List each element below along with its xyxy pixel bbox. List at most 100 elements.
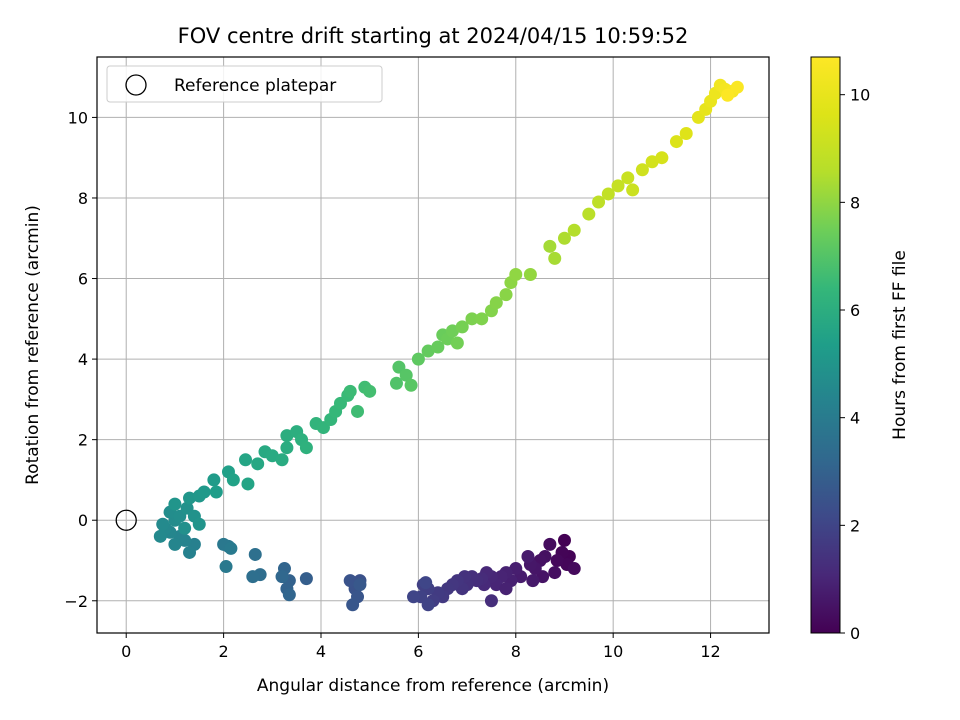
y-tick-label: 6 [78,270,88,289]
legend-box [106,65,383,103]
x-tick-label: 8 [511,642,521,661]
legend-marker-icon [125,74,147,96]
x-axis-ticks: 0 2 4 6 8 10 12 [121,633,721,661]
y-tick-label: 2 [78,431,88,450]
data-point [567,223,581,237]
data-point [197,485,211,499]
colorbar: 0 2 4 6 8 10 Hours from first FF file [810,56,910,643]
y-tick-label: 8 [78,189,88,208]
data-point [523,268,537,282]
data-point [399,368,413,382]
y-tick-label: 10 [68,108,88,127]
data-point [431,340,445,354]
data-point [353,578,367,592]
data-point [543,537,557,551]
legend: Reference platepar [106,65,383,103]
x-tick-label: 0 [121,642,131,661]
reference-marker [115,509,137,531]
data-point [557,533,571,547]
x-tick-label: 4 [316,642,326,661]
y-tick-label: 0 [78,511,88,530]
data-point [421,598,435,612]
data-point [183,491,197,505]
data-point [251,457,265,471]
data-point [465,312,479,326]
data-point [419,576,433,590]
data-point [548,251,562,265]
colorbar-gradient [810,56,841,634]
data-point [363,384,377,398]
data-point [343,574,357,588]
data-point [209,485,223,499]
data-point [280,429,294,443]
x-tick-label: 12 [700,642,720,661]
data-point [499,288,513,302]
data-point [207,473,221,487]
data-point [655,151,669,165]
data-point [421,344,435,358]
data-point [343,384,357,398]
x-tick-label: 6 [413,642,423,661]
data-point [168,537,182,551]
data-point [669,135,683,149]
data-point [299,441,313,455]
x-tick-label: 2 [219,642,229,661]
data-point [621,171,635,185]
data-point [241,477,255,491]
colorbar-tick-label: 8 [850,193,860,212]
data-point [499,582,513,596]
x-tick-label: 10 [603,642,623,661]
legend-entry-reference: Reference platepar [174,76,336,96]
data-point [445,324,459,338]
data-point [592,195,606,209]
y-axis-label: Rotation from reference (arcmin) [23,205,43,485]
plot-area: 0 2 4 6 8 10 12 −2 0 2 4 6 8 10 [64,56,770,661]
data-point [224,541,238,555]
chart-title: FOV centre drift starting at 2024/04/15 … [178,24,689,48]
data-point [679,127,693,141]
colorbar-label: Hours from first FF file [890,250,910,440]
data-point [178,521,192,535]
data-point [484,594,498,608]
data-point [275,453,289,467]
data-point [626,183,640,197]
data-point [265,449,279,463]
colorbar-tick-label: 0 [850,624,860,643]
grid-lines [97,57,769,633]
x-axis-label: Angular distance from reference (arcmin) [257,676,609,696]
data-point [455,320,469,334]
data-point [282,588,296,602]
scatter-points [153,78,744,612]
data-point [275,570,289,584]
data-point [246,570,260,584]
y-tick-label: −2 [64,592,88,611]
reference-platepar-point [115,509,137,531]
data-point [521,549,535,563]
data-point [226,473,240,487]
data-point [299,572,313,586]
data-point [351,404,365,418]
data-point [550,553,564,567]
data-point [192,517,206,531]
data-point [248,547,262,561]
data-point [509,268,523,282]
data-point [219,560,233,574]
data-point [543,239,557,253]
data-point [411,352,425,366]
data-point [557,231,571,245]
data-point [450,336,464,350]
colorbar-tick-label: 4 [850,409,860,428]
data-point [239,453,253,467]
data-point [346,598,360,612]
data-point [475,312,489,326]
data-point [582,207,596,221]
data-point [156,517,170,531]
data-point [404,378,418,392]
y-tick-label: 4 [78,350,88,369]
data-point [611,179,625,193]
axes-frame [96,56,770,634]
data-point [645,155,659,169]
data-point [601,187,615,201]
data-point [407,590,421,604]
data-point [153,529,167,543]
